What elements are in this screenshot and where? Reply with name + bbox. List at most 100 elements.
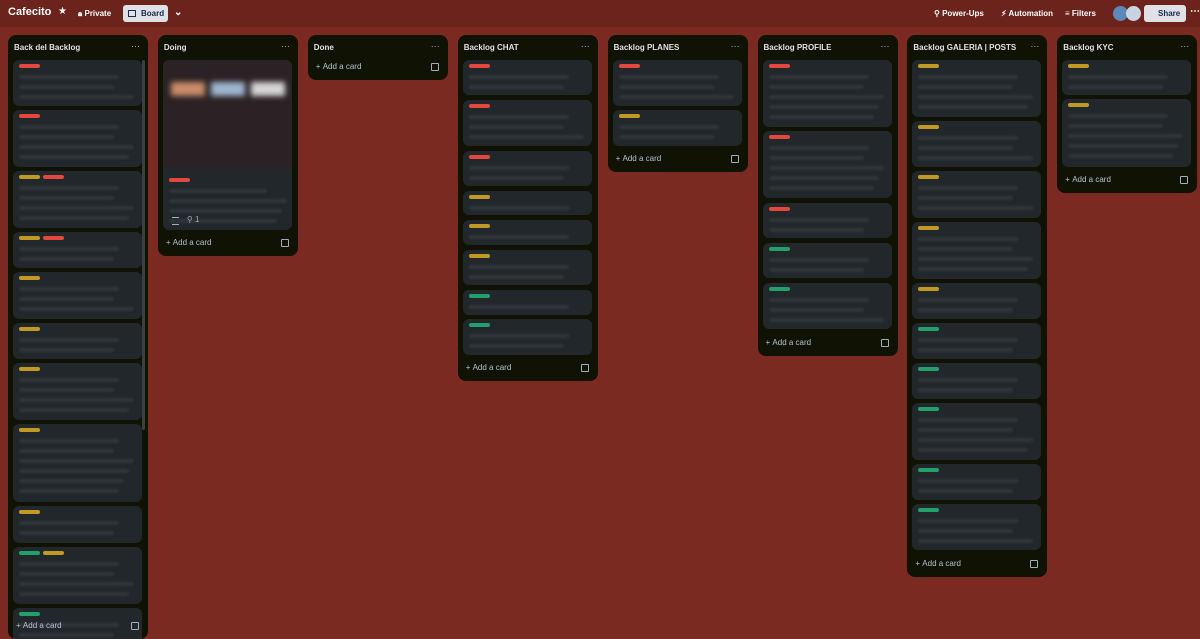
card-text-blurred — [19, 572, 114, 576]
card[interactable] — [13, 363, 142, 420]
add-card-button[interactable]: + Add a card — [765, 338, 812, 347]
card-text-blurred — [768, 75, 869, 79]
card[interactable] — [462, 100, 592, 146]
board-name[interactable]: Cafecito — [8, 6, 52, 18]
template-button[interactable] — [280, 239, 289, 247]
card[interactable] — [13, 608, 142, 639]
add-card-label: Add a card — [472, 363, 512, 372]
card[interactable] — [13, 323, 142, 359]
avatar[interactable] — [1113, 6, 1128, 21]
card[interactable] — [912, 222, 1042, 279]
template-button[interactable] — [580, 364, 589, 372]
list-menu[interactable]: ⋯ — [430, 41, 440, 51]
star-icon[interactable]: ★ — [58, 6, 67, 17]
card[interactable] — [912, 403, 1042, 460]
card-text-blurred — [918, 348, 1014, 352]
card-text-blurred — [19, 216, 129, 220]
card[interactable] — [462, 319, 592, 355]
power-ups-button[interactable]: ⚲ Power-Ups — [934, 9, 984, 18]
card-text-blurred — [19, 196, 114, 200]
avatar[interactable] — [1126, 6, 1141, 21]
share-button[interactable]: Share — [1144, 5, 1186, 22]
card-text-blurred — [19, 338, 119, 342]
template-button[interactable] — [730, 155, 739, 163]
list-menu[interactable]: ⋯ — [880, 41, 890, 51]
filters-button[interactable]: ≡ Filters — [1065, 9, 1096, 18]
card-text-blurred — [1068, 144, 1179, 148]
add-card-button[interactable]: + Add a card — [1065, 175, 1111, 184]
card[interactable] — [13, 547, 142, 604]
add-card-button[interactable]: + Add a card — [16, 621, 62, 630]
card[interactable]: ⚲ 1 — [162, 60, 292, 230]
card[interactable] — [912, 323, 1042, 359]
card-text-blurred — [918, 539, 1034, 543]
visibility-button[interactable]: 🔒︎ Private — [78, 9, 112, 18]
card[interactable] — [612, 110, 742, 146]
card[interactable] — [912, 121, 1042, 167]
list-menu[interactable]: ⋯ — [730, 41, 740, 51]
card[interactable] — [462, 191, 592, 215]
list: Back del Backlog ⋯ + Add a card — [8, 35, 148, 639]
card[interactable] — [462, 151, 592, 186]
card-text-blurred — [918, 479, 1019, 483]
list: Backlog PROFILE ⋯ + Add a card — [757, 35, 898, 356]
add-card-button[interactable]: + Add a card — [165, 238, 212, 247]
card-text-blurred — [1068, 124, 1164, 128]
card-label — [768, 287, 790, 291]
card[interactable] — [762, 60, 892, 127]
card[interactable] — [912, 60, 1042, 117]
add-card-button[interactable]: + Add a card — [465, 363, 512, 372]
card[interactable] — [13, 506, 142, 543]
card-text-blurred — [468, 265, 569, 269]
card[interactable] — [912, 363, 1042, 399]
template-button[interactable] — [131, 622, 139, 630]
card-text-blurred — [918, 186, 1019, 190]
card[interactable] — [13, 110, 142, 167]
card-text-blurred — [918, 388, 1014, 392]
list-menu[interactable]: ⋯ — [280, 41, 290, 51]
card[interactable] — [462, 290, 592, 315]
card[interactable] — [462, 250, 592, 285]
card[interactable] — [13, 232, 142, 268]
card[interactable] — [912, 171, 1042, 218]
view-button[interactable]: Board — [123, 5, 168, 22]
template-button[interactable] — [1180, 176, 1189, 184]
card[interactable] — [13, 171, 142, 228]
list-menu[interactable]: ⋯ — [1180, 41, 1190, 51]
filters-label: Filters — [1071, 9, 1096, 18]
card[interactable] — [1062, 60, 1192, 95]
card[interactable] — [762, 283, 892, 329]
list-menu[interactable]: ⋯ — [580, 41, 590, 51]
template-button[interactable] — [1030, 560, 1039, 568]
list-menu[interactable]: ⋯ — [1030, 41, 1040, 51]
add-card-button[interactable]: + Add a card — [315, 62, 362, 71]
card[interactable] — [13, 424, 142, 502]
list-menu[interactable]: ⋯ — [131, 41, 140, 51]
automation-button[interactable]: ⚡︎ Automation — [1001, 9, 1053, 18]
template-button[interactable] — [430, 63, 439, 71]
card-label — [19, 327, 40, 331]
card-label — [168, 178, 190, 182]
card[interactable] — [762, 131, 892, 198]
add-card-button[interactable]: + Add a card — [615, 154, 662, 163]
card-text-blurred — [19, 247, 119, 251]
card-text-blurred — [19, 439, 119, 443]
card[interactable] — [912, 283, 1042, 319]
card[interactable] — [13, 272, 142, 319]
board-header: Cafecito ★ 🔒︎ Private Board ⌄ ⚲ Power-Up… — [0, 0, 1200, 27]
card-text-blurred — [19, 85, 114, 89]
more-menu[interactable]: ⋯ — [1190, 6, 1200, 17]
card[interactable] — [462, 60, 592, 95]
card[interactable] — [462, 220, 592, 245]
card[interactable] — [912, 464, 1042, 500]
card[interactable] — [762, 203, 892, 238]
template-button[interactable] — [880, 339, 889, 347]
card[interactable] — [762, 243, 892, 278]
attachment-count-value: 1 — [194, 215, 200, 224]
views-chevron[interactable]: ⌄ — [174, 7, 183, 18]
card[interactable] — [1062, 99, 1192, 167]
card[interactable] — [13, 60, 142, 106]
card[interactable] — [912, 504, 1042, 550]
add-card-button[interactable]: + Add a card — [915, 559, 961, 568]
card[interactable] — [612, 60, 742, 106]
